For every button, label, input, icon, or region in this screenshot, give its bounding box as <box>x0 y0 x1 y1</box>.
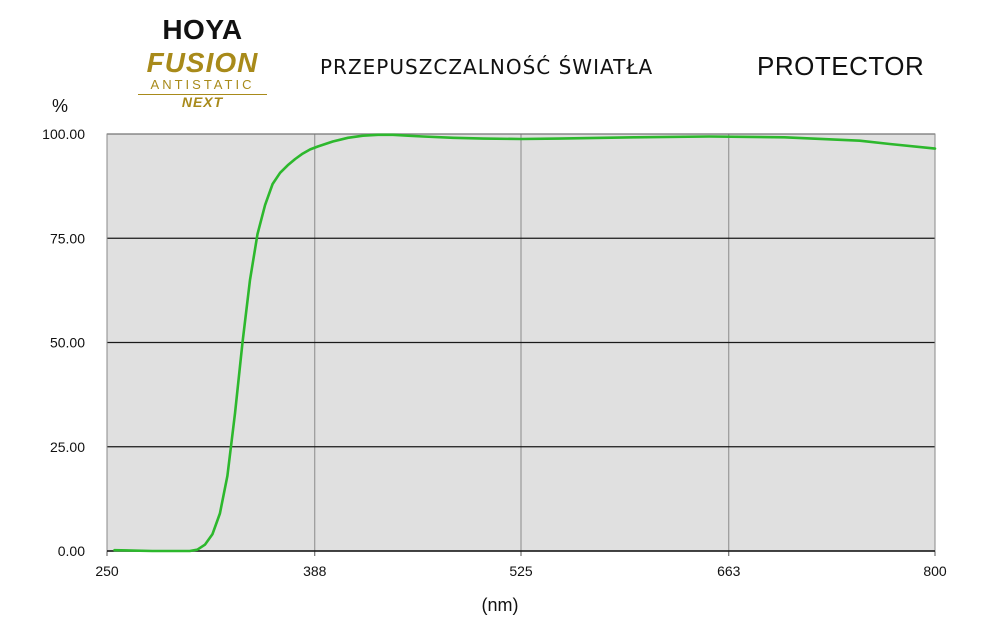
logo-divider <box>138 94 267 95</box>
y-axis-label: % <box>52 96 68 116</box>
y-tick-label: 100.00 <box>42 126 85 142</box>
x-tick-label: 525 <box>509 563 533 579</box>
y-tick-label: 50.00 <box>50 335 85 351</box>
x-tick-label: 663 <box>717 563 741 579</box>
hoya-logo: HOYA FUSION ANTISTATIC NEXT <box>130 14 275 109</box>
y-tick-label: 0.00 <box>58 543 85 559</box>
x-tick-label: 250 <box>95 563 119 579</box>
logo-fusion: FUSION <box>146 47 259 78</box>
logo-brand: HOYA <box>162 14 243 45</box>
logo-next: NEXT <box>181 94 224 110</box>
y-tick-label: 75.00 <box>50 230 85 246</box>
y-tick-label: 25.00 <box>50 439 85 455</box>
chart-subtitle: PROTECTOR <box>757 51 925 81</box>
x-tick-label: 800 <box>923 563 947 579</box>
logo-antistatic: ANTISTATIC <box>150 77 255 92</box>
chart-title: PRZEPUSZCZALNOŚĆ ŚWIATŁA <box>320 55 654 79</box>
x-axis-label: (nm) <box>482 595 519 615</box>
x-tick-label: 388 <box>303 563 327 579</box>
transmission-series-line <box>113 133 937 553</box>
